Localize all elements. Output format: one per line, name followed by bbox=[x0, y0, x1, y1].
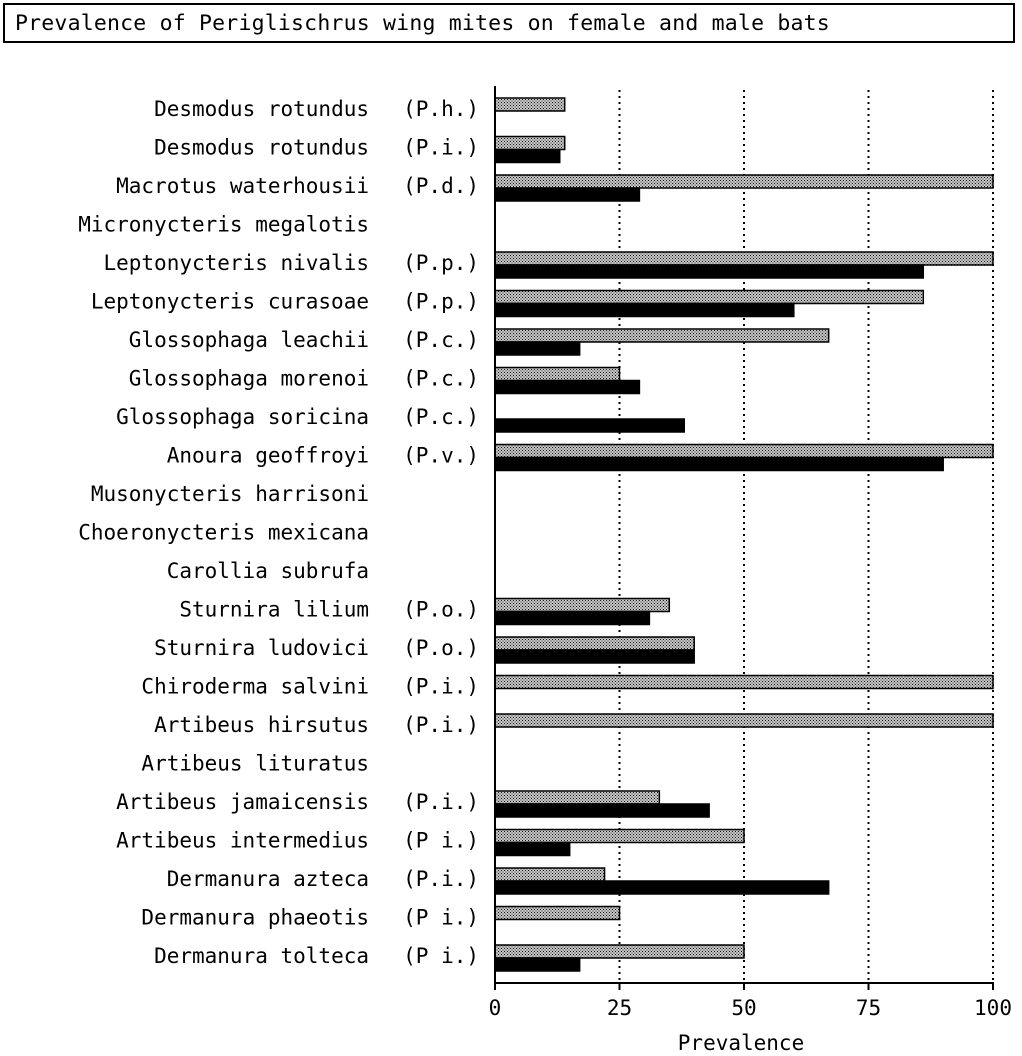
axes bbox=[494, 86, 994, 990]
bar-solid bbox=[494, 957, 581, 972]
x-tick-label: 50 bbox=[731, 996, 756, 1020]
bar-stippled bbox=[494, 135, 566, 151]
category-label-mite: (P.d.) bbox=[403, 174, 479, 198]
bar-solid bbox=[494, 264, 925, 279]
grid-lines bbox=[618, 90, 994, 983]
bars bbox=[494, 97, 994, 972]
category-label-species: Artibeus intermedius bbox=[116, 829, 369, 853]
category-label-mite: (P i.) bbox=[403, 906, 479, 930]
bar-stippled bbox=[494, 174, 994, 189]
category-label-mite: (P.h.) bbox=[403, 97, 479, 121]
bar-solid bbox=[494, 418, 685, 433]
bar-stippled bbox=[494, 828, 745, 844]
category-label-species: Desmodus rotundus bbox=[154, 136, 369, 160]
category-label-species: Artibeus lituratus bbox=[141, 752, 369, 776]
category-label-species: Dermanura tolteca bbox=[154, 944, 369, 968]
category-label-species: Anoura geoffroyi bbox=[167, 444, 369, 468]
category-label-mite: (P i.) bbox=[403, 829, 479, 853]
category-label-species: Musonycteris harrisoni bbox=[91, 482, 369, 506]
category-labels: Desmodus rotundus (P.h.) Desmodus rotundus… bbox=[78, 97, 479, 968]
category-label-species: Artibeus hirsutus bbox=[154, 713, 369, 737]
bar-stippled bbox=[494, 251, 994, 266]
bar-stippled bbox=[494, 366, 621, 382]
bar-solid bbox=[494, 841, 571, 857]
bar-stippled bbox=[494, 905, 621, 921]
bar-solid bbox=[494, 880, 830, 895]
x-tick-label: 25 bbox=[607, 996, 632, 1020]
category-label-mite: (P.i.) bbox=[403, 790, 479, 814]
category-label-mite: (P.v.) bbox=[403, 444, 479, 468]
category-label-mite: (P.c.) bbox=[403, 405, 479, 429]
bar-solid bbox=[494, 456, 944, 472]
chart-title-box: Prevalence of Periglischrus wing mites o… bbox=[3, 3, 1015, 43]
tick-labels: 0 25 50 75 100 bbox=[489, 996, 1012, 1020]
category-label-species: Glossophaga morenoi bbox=[129, 367, 369, 391]
bar-stippled bbox=[494, 867, 606, 882]
bar-solid bbox=[494, 379, 641, 395]
bar-solid bbox=[494, 610, 651, 626]
category-label-mite: (P.c.) bbox=[403, 367, 479, 391]
category-label-species: Sturnira ludovici bbox=[154, 636, 369, 660]
bar-solid bbox=[494, 302, 795, 318]
bar-stippled bbox=[494, 790, 661, 805]
category-label-species: Micronycteris megalotis bbox=[78, 213, 369, 237]
bar-solid bbox=[494, 148, 561, 164]
bar-stippled bbox=[494, 636, 695, 651]
bar-stippled bbox=[494, 597, 671, 613]
category-label-mite: (P.o.) bbox=[403, 598, 479, 622]
bar-stippled bbox=[494, 674, 994, 690]
x-axis-label: Prevalence bbox=[678, 1031, 804, 1055]
category-label-species: Chiroderma salvini bbox=[141, 675, 369, 699]
category-label-species: Sturnira lilium bbox=[179, 598, 369, 622]
bar-stippled bbox=[494, 289, 925, 305]
x-tick-label: 0 bbox=[489, 996, 502, 1020]
category-label-mite: (P.i.) bbox=[403, 675, 479, 699]
category-label-species: Glossophaga leachii bbox=[129, 328, 369, 352]
category-label-species: Glossophaga soricina bbox=[116, 405, 369, 429]
category-label-mite: (P.p.) bbox=[403, 251, 479, 275]
category-label-mite: (P.i.) bbox=[403, 713, 479, 737]
bar-solid bbox=[494, 803, 710, 818]
category-label-species: Carollia subrufa bbox=[167, 559, 369, 583]
bar-solid bbox=[494, 649, 695, 664]
x-tick-label: 75 bbox=[856, 996, 881, 1020]
bar-stippled bbox=[494, 328, 830, 343]
category-label-mite: (P.p.) bbox=[403, 290, 479, 314]
category-label-species: Dermanura azteca bbox=[167, 867, 369, 891]
bar-stippled bbox=[494, 443, 994, 459]
bar-stippled bbox=[494, 97, 566, 112]
x-tick-label: 100 bbox=[974, 996, 1012, 1020]
category-label-mite: (P.c.) bbox=[403, 328, 479, 352]
category-label-mite: (P.i.) bbox=[403, 136, 479, 160]
category-label-species: Macrotus waterhousii bbox=[116, 174, 369, 198]
category-label-mite: (P i.) bbox=[403, 944, 479, 968]
bar-solid bbox=[494, 341, 581, 356]
category-label-species: Desmodus rotundus bbox=[154, 97, 369, 121]
chart-title: Prevalence of Periglischrus wing mites o… bbox=[15, 11, 830, 36]
category-label-mite: (P.o.) bbox=[403, 636, 479, 660]
category-label-species: Leptonycteris curasoae bbox=[91, 290, 369, 314]
bar-stippled bbox=[494, 713, 994, 728]
category-label-species: Artibeus jamaicensis bbox=[116, 790, 369, 814]
bar-solid bbox=[494, 187, 641, 202]
category-label-species: Dermanura phaeotis bbox=[141, 906, 369, 930]
category-label-species: Choeronycteris mexicana bbox=[78, 521, 369, 545]
category-label-mite: (P.i.) bbox=[403, 867, 479, 891]
bar-stippled bbox=[494, 944, 745, 959]
category-label-species: Leptonycteris nivalis bbox=[103, 251, 369, 275]
